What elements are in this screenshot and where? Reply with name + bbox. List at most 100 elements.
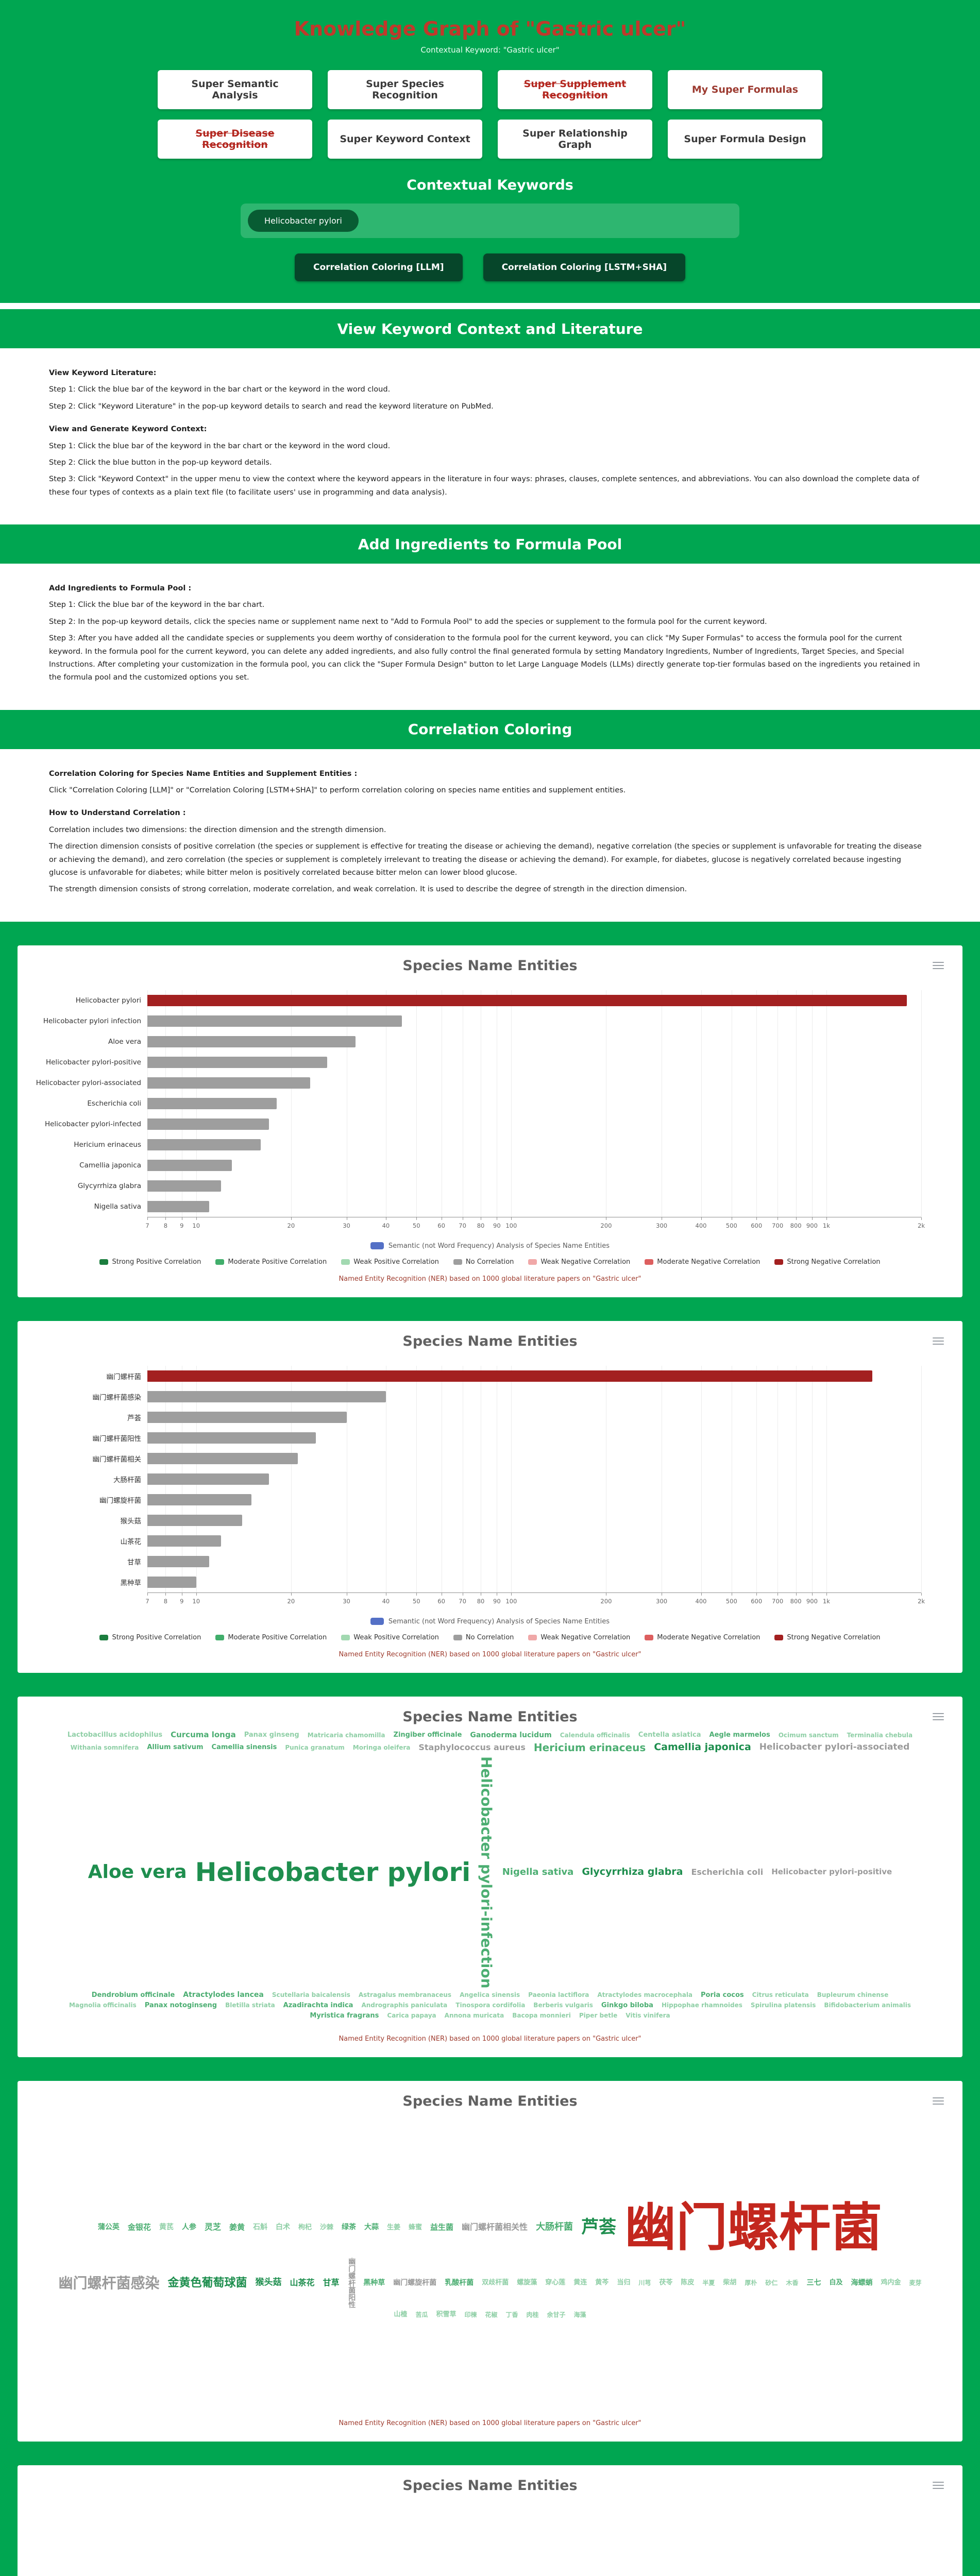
cloud-word[interactable]: 海藻	[573, 2311, 586, 2318]
bar-猴头菇[interactable]	[147, 1514, 243, 1526]
legend-item-strong-negative-correlation[interactable]: Strong Negative Correlation	[774, 1258, 881, 1266]
cloud-word[interactable]: 益生菌	[430, 2222, 454, 2232]
cloud-word[interactable]: Nigella sativa	[502, 1866, 574, 1877]
chart-menu-icon[interactable]	[933, 1335, 944, 1347]
cloud-word[interactable]: Camellia sinensis	[211, 1743, 277, 1752]
cloud-word[interactable]: 枸杞	[298, 2223, 312, 2231]
chart-menu-icon[interactable]	[933, 1711, 944, 1722]
bar-甘草[interactable]	[147, 1555, 210, 1567]
nav-button-super-disease-recognition[interactable]: Super Disease Recognition	[158, 120, 312, 159]
legend-item-weak-negative-correlation[interactable]: Weak Negative Correlation	[528, 1634, 630, 1641]
cloud-word[interactable]: 余甘子	[547, 2311, 566, 2318]
cloud-word[interactable]: Scutellaria baicalensis	[272, 1991, 350, 1999]
cloud-word[interactable]: 生姜	[387, 2223, 401, 2231]
legend-item-moderate-positive-correlation[interactable]: Moderate Positive Correlation	[215, 1634, 327, 1641]
cloud-word[interactable]: 黄芩	[595, 2279, 609, 2287]
cloud-word[interactable]: 黑种草	[363, 2278, 385, 2287]
cloud-word[interactable]: Panax notoginseng	[144, 2001, 217, 2009]
bar-helicobacter-pylori-infection[interactable]	[147, 1015, 402, 1027]
legend-item-moderate-positive-correlation[interactable]: Moderate Positive Correlation	[215, 1258, 327, 1266]
cloud-word[interactable]: Ganoderma lucidum	[470, 1731, 552, 1739]
cloud-word[interactable]: 幽门螺旋杆菌	[393, 2278, 437, 2287]
cloud-word[interactable]: Magnolia officinalis	[69, 2002, 137, 2009]
bar-幽门螺杆菌阳性[interactable]	[147, 1432, 316, 1444]
legend-item-strong-positive-correlation[interactable]: Strong Positive Correlation	[99, 1258, 201, 1266]
cloud-word[interactable]: 三七	[806, 2278, 821, 2287]
cloud-word[interactable]: 螺旋藻	[517, 2279, 537, 2287]
cloud-word[interactable]: Annona muricata	[444, 2012, 504, 2020]
cloud-word[interactable]: Helicobacter pylori-positive	[771, 1867, 892, 1877]
cloud-word[interactable]: 猴头菇	[255, 2277, 282, 2288]
bar-helicobacter-pylori[interactable]	[147, 994, 907, 1006]
cloud-word[interactable]: Bacopa monnieri	[512, 2012, 571, 2020]
cloud-word[interactable]: 当归	[617, 2279, 631, 2287]
cloud-word[interactable]: 印楝	[464, 2311, 477, 2318]
cloud-word[interactable]: Bifidobacterium animalis	[824, 2002, 911, 2009]
cloud-word[interactable]: 鸡内金	[881, 2279, 901, 2287]
cloud-word[interactable]: Bupleurum chinense	[817, 1991, 889, 1999]
cloud-word[interactable]: Carica papaya	[387, 2012, 436, 2020]
legend-item-weak-positive-correlation[interactable]: Weak Positive Correlation	[341, 1258, 439, 1266]
cloud-word[interactable]: 山楂	[394, 2311, 408, 2319]
cloud-word[interactable]: Tinospora cordifolia	[455, 2002, 526, 2009]
legend-item-weak-negative-correlation[interactable]: Weak Negative Correlation	[528, 1258, 630, 1266]
cloud-word[interactable]: 木香	[786, 2279, 799, 2286]
bar-山茶花[interactable]	[147, 1535, 222, 1547]
cloud-word[interactable]: 半夏	[702, 2279, 715, 2286]
cloud-word[interactable]: Piper betle	[579, 2012, 618, 2020]
series-legend[interactable]: Semantic (not Word Frequency) Analysis o…	[33, 1618, 947, 1625]
bar-芦荟[interactable]	[147, 1411, 347, 1423]
cloud-word[interactable]: Camellia japonica	[654, 1741, 751, 1753]
series-legend[interactable]: Semantic (not Word Frequency) Analysis o…	[33, 1242, 947, 1250]
cloud-word[interactable]: Dendrobium officinale	[91, 1991, 175, 1999]
chart-menu-icon[interactable]	[933, 2095, 944, 2107]
cloud-word[interactable]: 肉桂	[526, 2311, 539, 2318]
bar-aloe-vera[interactable]	[147, 1036, 356, 1047]
chart-menu-icon[interactable]	[933, 2480, 944, 2491]
cloud-word[interactable]: 白术	[275, 2223, 290, 2232]
bar-escherichia-coli[interactable]	[147, 1097, 277, 1109]
bar-幽门螺杆菌[interactable]	[147, 1370, 873, 1382]
cloud-word[interactable]: 厚朴	[745, 2279, 757, 2286]
cloud-word[interactable]: Staphylococcus aureus	[418, 1742, 526, 1752]
cloud-word[interactable]: 海螵蛸	[851, 2278, 873, 2287]
cloud-word[interactable]: 芦荟	[581, 2216, 617, 2238]
cloud-word[interactable]: Ocimum sanctum	[778, 1731, 839, 1739]
cloud-word[interactable]: 麦芽	[909, 2279, 922, 2286]
cloud-word[interactable]: 茯苓	[659, 2279, 673, 2287]
cloud-word[interactable]: 姜黄	[229, 2222, 245, 2232]
cloud-word[interactable]: 蜂蜜	[409, 2223, 423, 2231]
cloud-word[interactable]: Glycyrrhiza glabra	[582, 1866, 683, 1878]
cloud-word[interactable]: Andrographis paniculata	[361, 2002, 448, 2009]
cloud-word[interactable]: 丁香	[505, 2311, 518, 2318]
cloud-word[interactable]: Citrus reticulata	[752, 1991, 809, 1999]
cloud-word[interactable]: 乳酸杆菌	[445, 2278, 474, 2287]
cloud-word[interactable]: Panax ginseng	[244, 1731, 299, 1739]
bar-黑种草[interactable]	[147, 1576, 196, 1588]
cloud-word[interactable]: 石斛	[252, 2223, 267, 2232]
nav-button-my-super-formulas[interactable]: My Super Formulas	[668, 70, 822, 109]
chart-menu-icon[interactable]	[933, 960, 944, 971]
cloud-word[interactable]: 积雪草	[436, 2311, 457, 2319]
legend-item-moderate-negative-correlation[interactable]: Moderate Negative Correlation	[645, 1258, 760, 1266]
cloud-word[interactable]: 白及	[829, 2279, 843, 2287]
cloud-word[interactable]: 穿心莲	[545, 2279, 566, 2287]
cloud-word[interactable]: 双歧杆菌	[482, 2279, 509, 2287]
cloud-word[interactable]: Terminalia chebula	[847, 1731, 913, 1739]
cloud-word[interactable]: Atractylodes macrocephala	[597, 1991, 693, 1999]
cloud-word[interactable]: Vitis vinifera	[626, 2012, 670, 2020]
cloud-word[interactable]: 大肠杆菌	[536, 2222, 573, 2233]
cloud-word[interactable]: Matricaria chamomilla	[307, 1731, 385, 1739]
cloud-word[interactable]: Berberis vulgaris	[533, 2002, 593, 2009]
cloud-word[interactable]: 柴胡	[723, 2279, 737, 2287]
nav-button-super-relationship-graph[interactable]: Super Relationship Graph	[498, 120, 652, 159]
cloud-word[interactable]: Bletilla striata	[225, 2002, 275, 2009]
cloud-word[interactable]: Withania somnifera	[70, 1743, 139, 1751]
keyword-pill[interactable]: Helicobacter pylori	[248, 210, 359, 232]
cloud-word[interactable]: Punica granatum	[285, 1743, 345, 1751]
nav-button-super-semantic-analysis[interactable]: Super Semantic Analysis	[158, 70, 312, 109]
cloud-word[interactable]: 幽门螺杆菌阳性	[347, 2258, 356, 2309]
bar-大肠杆菌[interactable]	[147, 1473, 269, 1485]
cloud-word[interactable]: Aegle marmelos	[709, 1731, 770, 1739]
cloud-word[interactable]: 金黄色葡萄球菌	[167, 2276, 247, 2290]
